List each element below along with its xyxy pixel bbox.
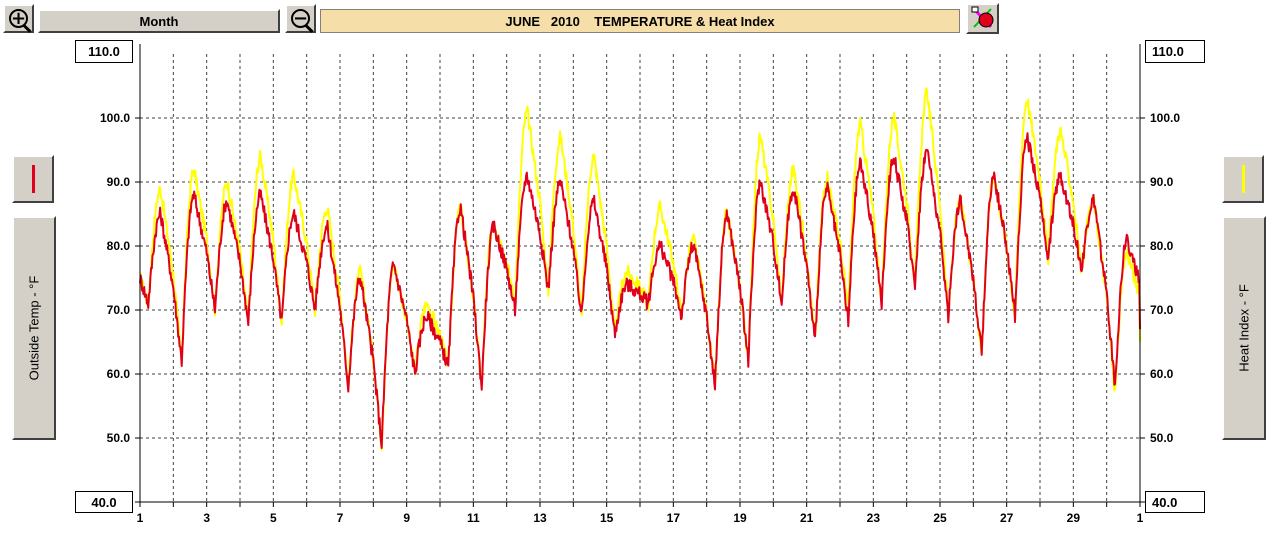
zoom-out-button[interactable]: −	[285, 4, 316, 33]
y-tick-label-left: 100.0	[100, 111, 130, 125]
outside-temp-color-button[interactable]	[12, 155, 54, 203]
right-axis-min[interactable]: 40.0	[1145, 491, 1205, 513]
x-tick-label: 1	[137, 511, 144, 525]
y-tick-label-left: 80.0	[107, 239, 131, 253]
left-axis-max[interactable]: 110.0	[75, 40, 133, 63]
color-settings-button[interactable]	[966, 3, 999, 34]
y-tick-label-right: 90.0	[1150, 175, 1174, 189]
period-selector-button[interactable]: Month	[38, 9, 280, 33]
y-tick-label-right: 70.0	[1150, 303, 1174, 317]
chart-title: JUNE 2010 TEMPERATURE & Heat Index	[320, 9, 960, 33]
heat-index-axis-button[interactable]: Heat Index - °F	[1222, 216, 1266, 440]
zoom-in-icon: +	[9, 7, 28, 29]
y-tick-label-left: 50.0	[107, 431, 131, 445]
x-tick-label: 15	[600, 511, 614, 525]
period-label: Month	[139, 13, 179, 29]
x-tick-label: 21	[800, 511, 814, 525]
outside-temp-swatch	[32, 165, 35, 193]
x-tick-label: 17	[667, 511, 681, 525]
zoom-in-button[interactable]: +	[3, 4, 34, 33]
x-tick-label: 23	[867, 511, 881, 525]
zoom-out-icon: −	[291, 7, 310, 29]
x-tick-label: 25	[933, 511, 947, 525]
heat-index-line	[139, 87, 1141, 452]
x-tick-label: 27	[1000, 511, 1014, 525]
y-tick-label-left: 90.0	[107, 175, 131, 189]
x-tick-label: 3	[203, 511, 210, 525]
x-tick-label: 11	[467, 511, 480, 525]
x-tick-label: 9	[403, 511, 410, 525]
outside-temp-axis-button[interactable]: Outside Temp - °F	[12, 216, 56, 440]
x-tick-label: 13	[533, 511, 547, 525]
heat-index-color-button[interactable]	[1222, 155, 1264, 203]
y-tick-label-left: 60.0	[107, 367, 131, 381]
y-tick-label-right: 50.0	[1150, 431, 1174, 445]
y-tick-label-right: 80.0	[1150, 239, 1174, 253]
right-axis-max[interactable]: 110.0	[1145, 40, 1205, 63]
left-axis-min[interactable]: 40.0	[75, 491, 133, 513]
x-tick-label: 1	[1137, 511, 1144, 525]
x-tick-label: 7	[337, 511, 344, 525]
x-tick-label: 5	[270, 511, 277, 525]
y-tick-label-right: 100.0	[1150, 111, 1180, 125]
y-tick-label-right: 60.0	[1150, 367, 1174, 381]
outside-temp-line	[139, 132, 1141, 449]
heat-index-swatch	[1242, 165, 1245, 193]
x-tick-label: 19	[733, 511, 747, 525]
x-tick-label: 29	[1067, 511, 1081, 525]
y-tick-label-left: 70.0	[107, 303, 131, 317]
paint-palette-icon	[971, 6, 994, 29]
